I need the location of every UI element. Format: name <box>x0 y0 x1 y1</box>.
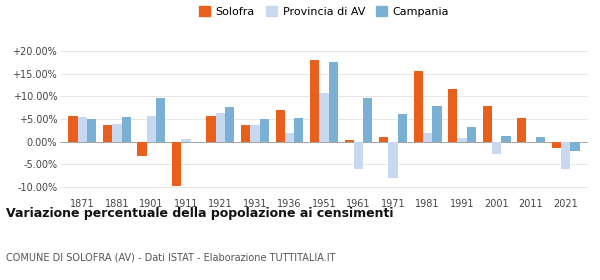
Bar <box>172 142 181 186</box>
Bar <box>570 142 580 151</box>
Bar <box>137 142 147 156</box>
Bar <box>432 106 442 142</box>
Bar <box>241 125 250 142</box>
Bar <box>319 93 329 142</box>
Bar <box>501 136 511 142</box>
Bar <box>216 113 225 142</box>
Bar <box>310 60 319 142</box>
Bar <box>147 116 156 142</box>
Bar <box>87 120 97 142</box>
Bar <box>423 134 432 142</box>
Bar <box>379 137 388 142</box>
Bar <box>260 120 269 142</box>
Bar <box>457 137 467 142</box>
Text: Variazione percentuale della popolazione ai censimenti: Variazione percentuale della popolazione… <box>6 207 394 220</box>
Bar <box>68 116 78 142</box>
Bar <box>551 142 561 148</box>
Bar <box>413 71 423 142</box>
Bar <box>122 117 131 142</box>
Bar <box>285 133 294 142</box>
Bar <box>103 125 112 142</box>
Bar <box>78 117 87 142</box>
Bar <box>156 98 166 142</box>
Bar <box>250 125 260 142</box>
Bar <box>561 142 570 169</box>
Bar <box>112 123 122 142</box>
Bar <box>388 142 398 178</box>
Bar <box>482 106 492 142</box>
Bar <box>206 116 216 142</box>
Bar <box>294 118 304 142</box>
Bar <box>275 110 285 142</box>
Bar <box>448 89 457 142</box>
Bar <box>181 139 191 142</box>
Bar <box>363 98 373 142</box>
Bar <box>517 118 526 142</box>
Bar <box>225 107 235 142</box>
Bar <box>329 62 338 142</box>
Text: COMUNE DI SOLOFRA (AV) - Dati ISTAT - Elaborazione TUTTITALIA.IT: COMUNE DI SOLOFRA (AV) - Dati ISTAT - El… <box>6 252 335 262</box>
Bar <box>398 114 407 142</box>
Bar <box>467 127 476 142</box>
Bar <box>492 142 501 154</box>
Bar <box>344 140 354 142</box>
Bar <box>536 137 545 142</box>
Legend: Solofra, Provincia di AV, Campania: Solofra, Provincia di AV, Campania <box>194 1 454 21</box>
Bar <box>354 142 363 169</box>
